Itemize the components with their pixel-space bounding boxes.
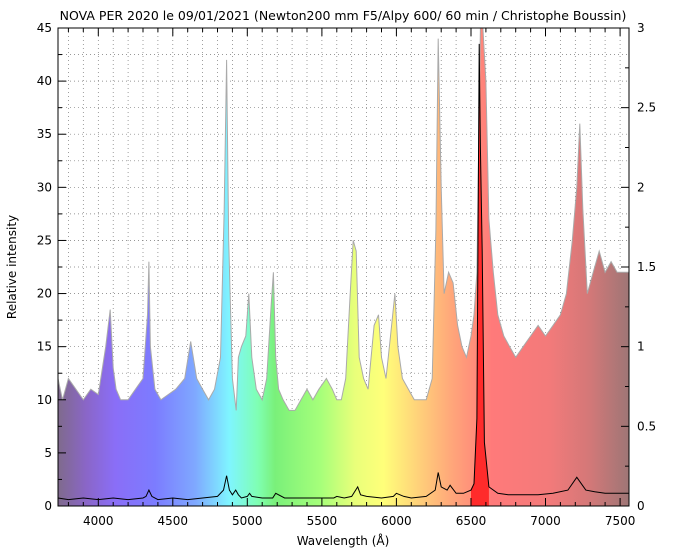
y-tick-label: 30 <box>37 180 52 194</box>
x-tick-label: 4000 <box>83 514 114 528</box>
y-tick-label: 45 <box>37 21 52 35</box>
y2-tick-label: 3 <box>637 21 645 35</box>
x-tick-label: 5000 <box>232 514 263 528</box>
y-axis-label: Relative intensity <box>5 215 19 319</box>
chart-title: NOVA PER 2020 le 09/01/2021 (Newton200 m… <box>60 8 627 23</box>
y-tick-label: 35 <box>37 127 52 141</box>
y-tick-label: 40 <box>37 74 52 88</box>
x-tick-label: 5500 <box>307 514 338 528</box>
y-tick-label: 5 <box>44 446 52 460</box>
y2-tick-label: 0 <box>637 499 645 513</box>
y-tick-label: 10 <box>37 393 52 407</box>
y-tick-label: 20 <box>37 287 52 301</box>
x-tick-label: 4500 <box>158 514 189 528</box>
y2-tick-label: 1 <box>637 340 645 354</box>
y2-tick-label: 1.5 <box>637 260 656 274</box>
y2-tick-label: 0.5 <box>637 419 656 433</box>
y-tick-label: 0 <box>44 499 52 513</box>
axis-ticks: 4000 4500 5000 5500 6000 6500 7000 750005101520… <box>37 21 656 528</box>
x-tick-label: 7500 <box>605 514 636 528</box>
series-line-gray <box>58 28 629 411</box>
x-tick-label: 6000 <box>381 514 412 528</box>
y2-tick-label: 2.5 <box>637 101 656 115</box>
halpha-fill <box>471 43 489 506</box>
x-tick-label: 6500 <box>456 514 487 528</box>
y2-tick-label: 2 <box>637 180 645 194</box>
y-tick-label: 15 <box>37 340 52 354</box>
y-tick-label: 25 <box>37 233 52 247</box>
x-axis-label: Wavelength (Å) <box>297 533 390 548</box>
series-line-black <box>58 43 629 501</box>
x-tick-label: 7000 <box>530 514 561 528</box>
